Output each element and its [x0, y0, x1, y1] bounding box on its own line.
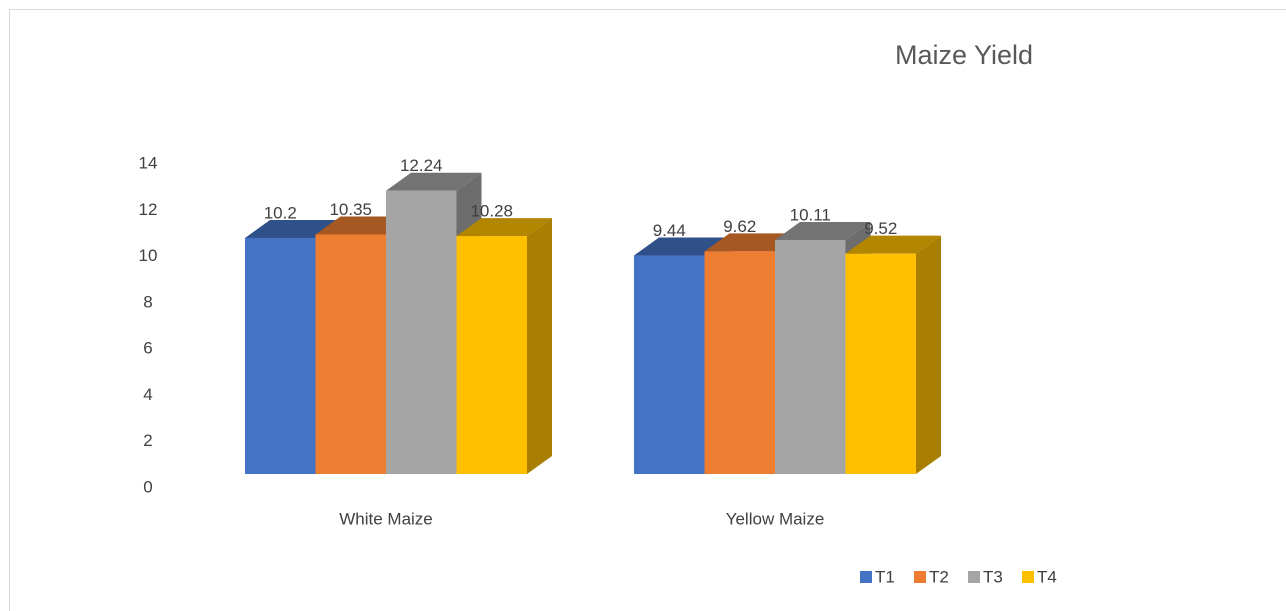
bar-top — [845, 235, 941, 254]
y-tick-label: 8 — [143, 292, 152, 311]
bar-top — [245, 219, 341, 238]
y-tick-label: 14 — [139, 153, 158, 172]
bar-top — [386, 172, 482, 191]
legend-label: T1 — [875, 567, 895, 586]
y-tick-label: 2 — [143, 431, 152, 450]
bar — [634, 255, 705, 474]
data-label: 10.2 — [264, 203, 297, 222]
legend-swatch — [914, 571, 926, 583]
bar-top — [775, 222, 871, 241]
bar-top — [456, 218, 552, 237]
legend-label: T3 — [983, 567, 1003, 586]
x-tick-label: White Maize — [339, 509, 433, 528]
bar-side — [527, 218, 552, 474]
legend-label: T4 — [1037, 567, 1057, 586]
y-tick-label: 0 — [143, 477, 152, 496]
x-tick-label: Yellow Maize — [726, 509, 825, 528]
chart-title: Maize Yield — [895, 40, 1033, 70]
data-label: 9.44 — [653, 221, 686, 240]
data-label: 9.62 — [723, 217, 756, 236]
legend-swatch — [1022, 571, 1034, 583]
data-label: 10.35 — [329, 200, 372, 219]
bar — [245, 237, 316, 474]
data-label: 10.28 — [470, 202, 513, 221]
y-tick-label: 6 — [143, 339, 152, 358]
legend-swatch — [968, 571, 980, 583]
bar-side — [916, 235, 941, 474]
data-label: 10.11 — [790, 206, 831, 225]
y-tick-label: 4 — [143, 385, 152, 404]
legend-swatch — [860, 571, 872, 583]
bar — [456, 236, 527, 474]
data-label: 12.24 — [400, 156, 443, 175]
bar — [386, 190, 457, 474]
bar — [704, 251, 775, 474]
data-label: 9.52 — [864, 219, 897, 238]
y-tick-label: 12 — [139, 200, 158, 219]
legend-label: T2 — [929, 567, 949, 586]
bar — [845, 253, 916, 474]
bar — [315, 234, 386, 474]
bar — [775, 240, 846, 474]
y-tick-label: 10 — [139, 246, 158, 265]
